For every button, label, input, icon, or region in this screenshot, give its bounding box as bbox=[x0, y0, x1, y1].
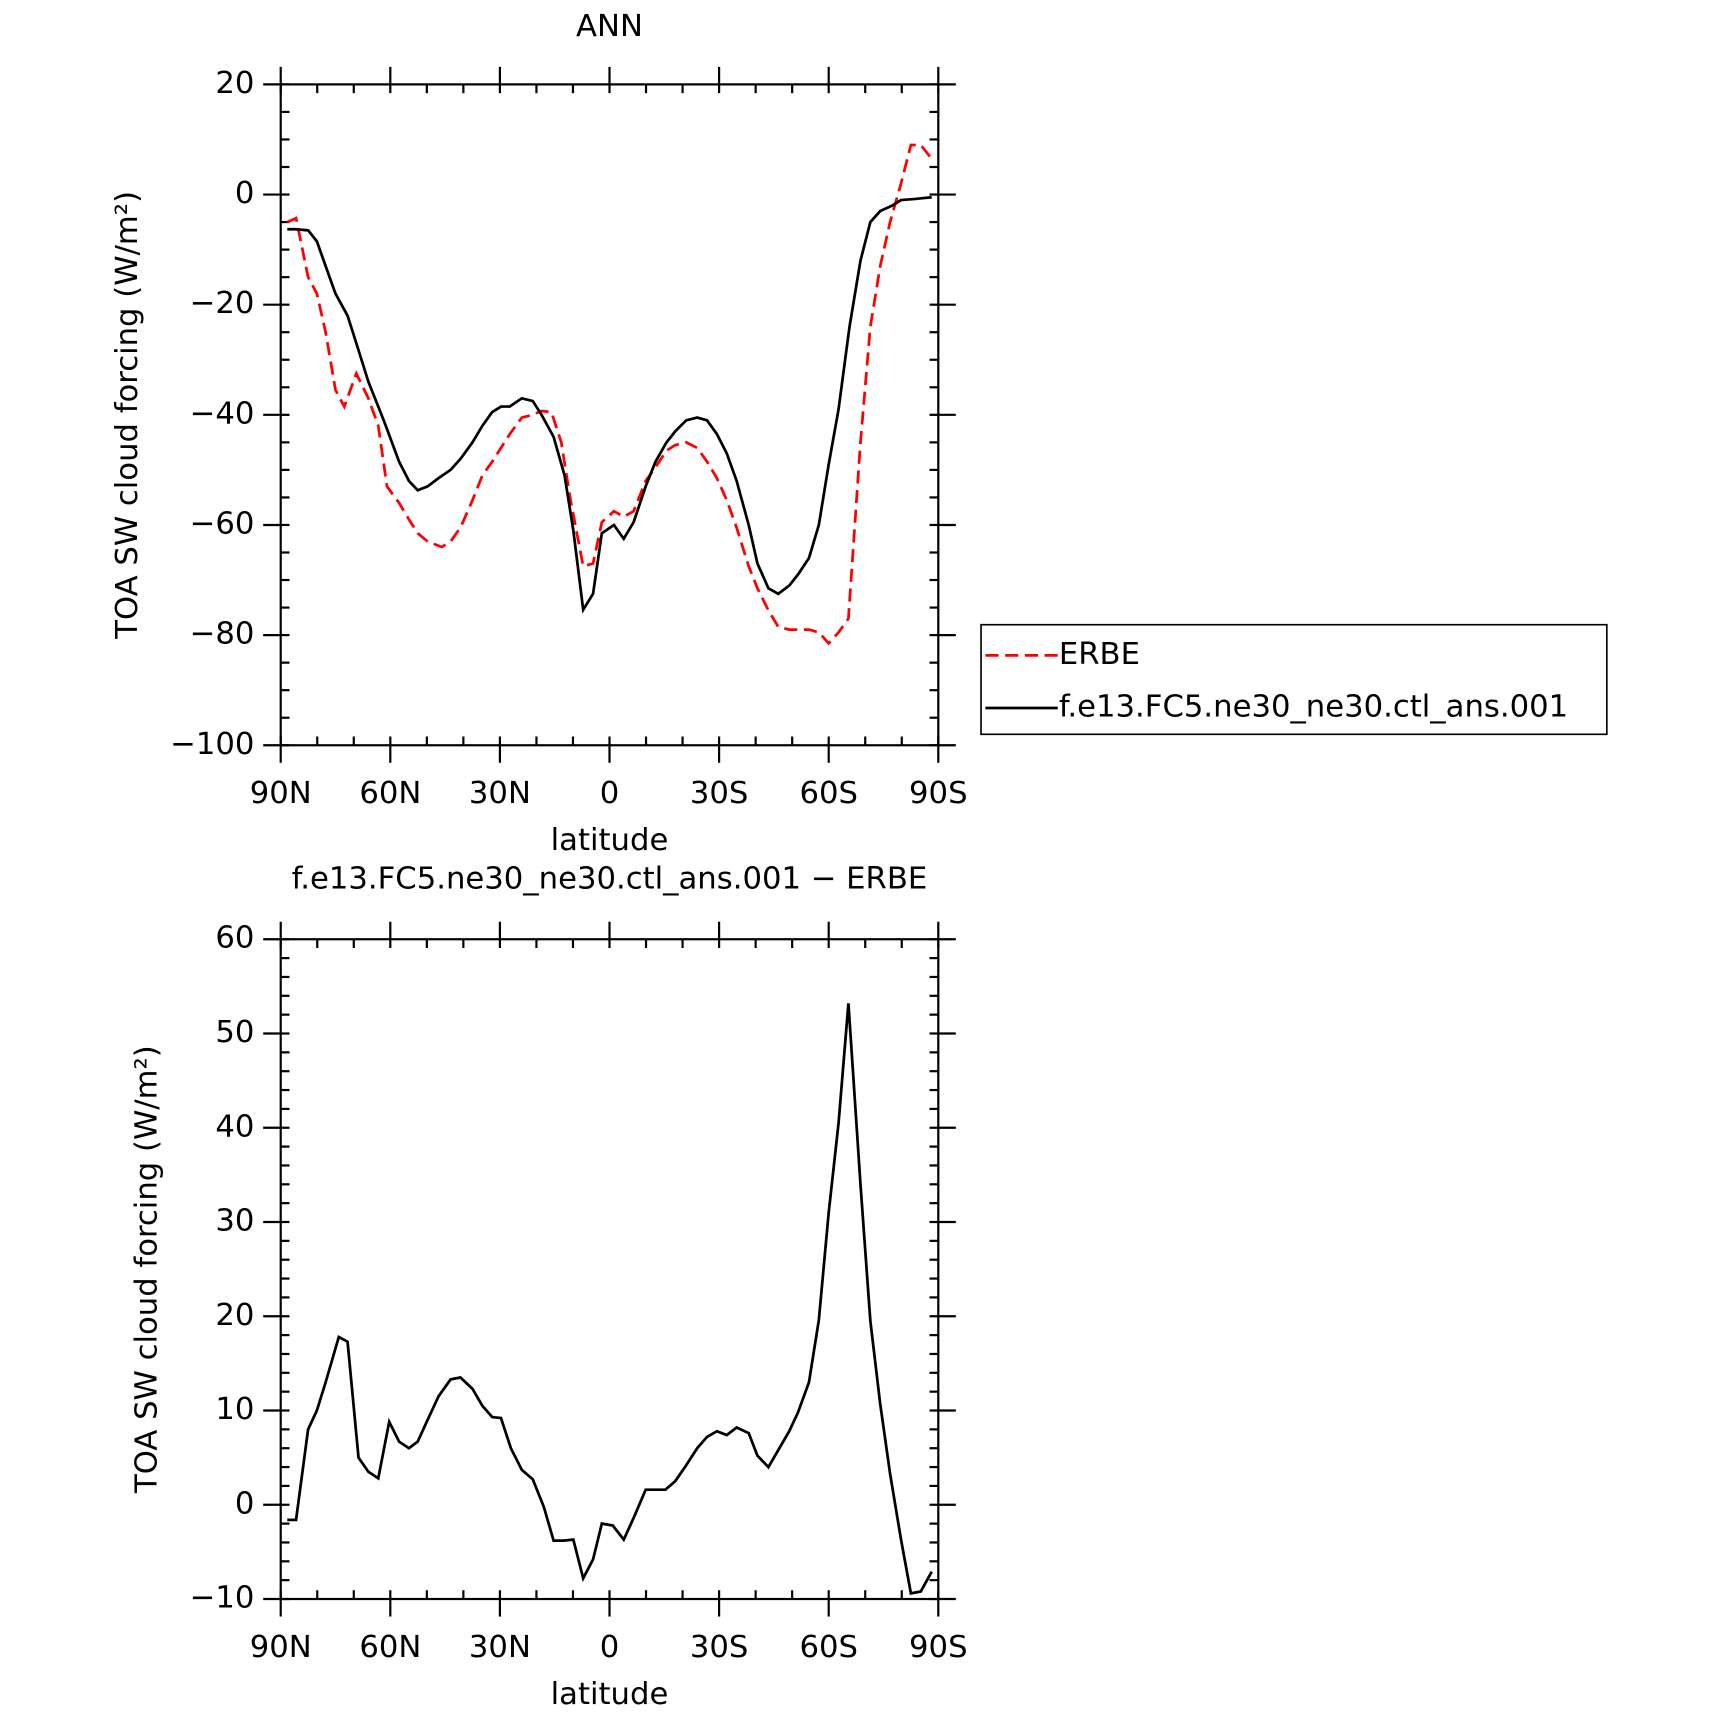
x-tick-label: 0 bbox=[600, 776, 620, 811]
x-tick-label: 0 bbox=[600, 1630, 620, 1665]
y-tick-label: 60 bbox=[215, 921, 254, 956]
y-tick-label: −40 bbox=[190, 396, 255, 431]
y-tick-label: 0 bbox=[235, 176, 255, 211]
legend-label: ERBE bbox=[1059, 637, 1140, 672]
y-tick-label: 30 bbox=[215, 1204, 254, 1239]
data-line bbox=[287, 195, 932, 614]
y-tick-label: 0 bbox=[235, 1486, 255, 1521]
y-tick-label: −10 bbox=[190, 1581, 255, 1616]
x-axis-label: latitude bbox=[551, 1677, 669, 1712]
x-tick-label: 60N bbox=[359, 776, 421, 811]
x-tick-label: 90S bbox=[909, 776, 968, 811]
x-axis-label: latitude bbox=[551, 823, 669, 858]
y-tick-label: 20 bbox=[215, 66, 254, 101]
y-axis-label: TOA SW cloud forcing (W/m²) bbox=[110, 191, 145, 640]
y-tick-label: 10 bbox=[215, 1392, 254, 1427]
chart-title: f.e13.FC5.ne30_ne30.ctl_ans.001 − ERBE bbox=[292, 862, 928, 897]
x-tick-label: 90S bbox=[909, 1630, 968, 1665]
data-line bbox=[287, 1003, 933, 1595]
x-tick-label: 90N bbox=[250, 776, 312, 811]
y-tick-label: −100 bbox=[170, 727, 254, 762]
y-axis-label: TOA SW cloud forcing (W/m²) bbox=[130, 1045, 165, 1494]
chart-title: ANN bbox=[576, 9, 643, 44]
legend-box bbox=[980, 623, 1608, 736]
plot-frame bbox=[279, 83, 940, 747]
x-tick-label: 30N bbox=[469, 776, 531, 811]
y-tick-label: −60 bbox=[190, 506, 255, 541]
x-tick-label: 30S bbox=[690, 1630, 748, 1665]
data-line bbox=[286, 143, 933, 646]
x-tick-label: 90N bbox=[250, 1630, 312, 1665]
x-tick-label: 60S bbox=[799, 776, 858, 811]
plot-frame bbox=[279, 938, 940, 1601]
x-tick-label: 60N bbox=[359, 1630, 421, 1665]
x-tick-label: 30S bbox=[690, 776, 748, 811]
y-tick-label: −20 bbox=[190, 286, 255, 321]
y-tick-label: 40 bbox=[215, 1109, 254, 1144]
x-tick-label: 60S bbox=[799, 1630, 858, 1665]
x-tick-label: 30N bbox=[469, 1630, 531, 1665]
y-tick-label: 20 bbox=[215, 1298, 254, 1333]
y-tick-label: −80 bbox=[190, 617, 255, 652]
legend-label: f.e13.FC5.ne30_ne30.ctl_ans.001 bbox=[1059, 689, 1568, 724]
y-tick-label: 50 bbox=[215, 1015, 254, 1050]
